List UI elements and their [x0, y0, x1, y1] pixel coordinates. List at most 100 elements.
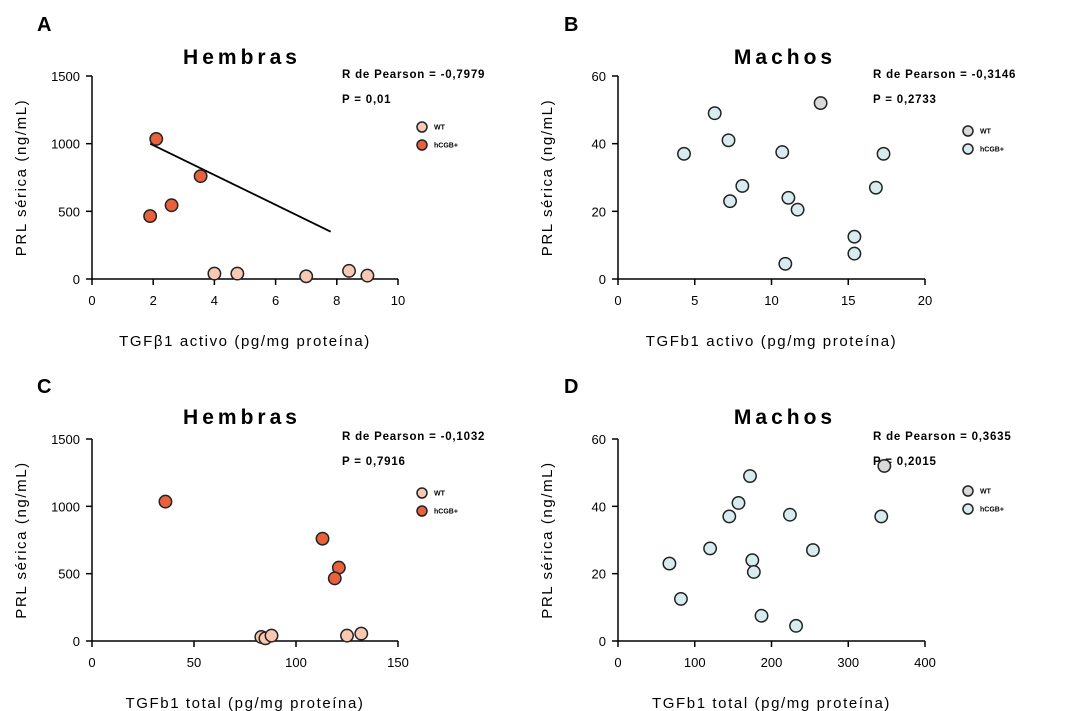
data-point-hcgb [193, 169, 208, 184]
legend-label: hCGB+ [980, 507, 1004, 514]
y-tick-label: 20 [592, 204, 606, 219]
data-point-hcgb [327, 571, 342, 586]
data-point-hcgb [721, 133, 736, 148]
y-tick-label: 60 [592, 69, 606, 84]
pearson-r-label: R de Pearson = -0,3146 [873, 69, 1016, 81]
data-point-hcgb [789, 618, 804, 633]
data-point-wt [340, 628, 354, 643]
x-tick-label: 0 [614, 655, 621, 670]
chart-title: Machos [734, 46, 836, 69]
x-tick-label: 4 [211, 293, 218, 308]
pearson-r-label: R de Pearson = 0,3635 [873, 431, 1012, 443]
x-tick-label: 400 [914, 655, 936, 670]
chart-title: Hembras [183, 46, 301, 69]
data-point-hcgb [782, 507, 797, 522]
x-tick-label: 0 [88, 293, 95, 308]
legend-marker [962, 143, 974, 155]
pearson-r-label: R de Pearson = -0,7979 [342, 69, 485, 81]
data-point-wt [877, 458, 892, 473]
data-point-wt [354, 626, 369, 641]
y-axis-label: PRL sérica (ng/mL) [539, 461, 556, 618]
data-point-hcgb [781, 190, 796, 205]
data-point-hcgb [158, 494, 173, 509]
legend-label: hCGB+ [980, 147, 1004, 154]
y-tick-label: 40 [592, 137, 606, 152]
panel-letter: B [564, 14, 578, 36]
data-point-wt [207, 266, 222, 281]
legend-marker [416, 487, 428, 499]
data-point-hcgb [673, 591, 688, 606]
y-tick-label: 0 [599, 634, 606, 649]
data-point-hcgb [868, 180, 883, 195]
x-tick-label: 10 [764, 293, 778, 308]
data-point-hcgb [722, 509, 737, 524]
data-point-hcgb [876, 146, 891, 161]
data-point-hcgb [754, 608, 769, 623]
x-axis-label: TGFb1 activo (pg/mg proteína) [646, 333, 898, 350]
panel-letter: A [37, 14, 51, 36]
y-tick-label: 1000 [51, 137, 80, 152]
data-point-hcgb [775, 145, 790, 160]
legend-label: WT [980, 129, 992, 136]
x-tick-label: 6 [272, 293, 279, 308]
pearson-r-label: R de Pearson = -0,1032 [342, 431, 485, 443]
data-point-hcgb [731, 496, 746, 510]
legend-label: WT [434, 125, 446, 132]
data-point-wt [342, 263, 356, 278]
data-point-hcgb [790, 202, 805, 217]
y-axis-label: PRL sérica (ng/mL) [13, 99, 30, 256]
legend-label: hCGB+ [434, 509, 458, 516]
y-tick-label: 1500 [51, 69, 80, 84]
data-point-hcgb [143, 209, 158, 224]
data-point-wt [230, 266, 245, 281]
legend-label: hCGB+ [434, 143, 458, 150]
p-value-label: P = 0,01 [342, 94, 391, 106]
data-point-hcgb [164, 198, 179, 213]
legend-marker [416, 121, 428, 133]
x-axis-label: TGFβ1 activo (pg/mg proteína) [119, 333, 371, 350]
x-tick-label: 100 [684, 655, 706, 670]
legend-marker [962, 503, 974, 515]
x-tick-label: 0 [614, 293, 621, 308]
y-axis-label: PRL sérica (ng/mL) [13, 461, 30, 618]
y-tick-label: 1000 [51, 499, 80, 514]
data-point-hcgb [805, 543, 820, 558]
legend-marker [416, 505, 428, 517]
legend-marker [962, 125, 974, 137]
data-point-hcgb [735, 179, 750, 193]
y-tick-label: 20 [592, 567, 606, 582]
x-tick-label: 50 [187, 655, 201, 670]
y-tick-label: 40 [592, 499, 606, 514]
panel-letter: D [564, 376, 578, 398]
p-value-label: P = 0,7916 [342, 456, 406, 468]
data-point-hcgb [745, 553, 760, 568]
x-tick-label: 300 [837, 655, 859, 670]
x-axis-label: TGFb1 total (pg/mg proteína) [125, 695, 364, 711]
regression-line [149, 142, 332, 233]
data-point-hcgb [677, 146, 691, 161]
data-point-hcgb [662, 556, 677, 571]
y-tick-label: 0 [73, 634, 80, 649]
data-point-hcgb [847, 246, 862, 261]
data-point-wt [299, 269, 314, 284]
chart-title: Machos [734, 406, 836, 429]
chart-title: Hembras [183, 406, 301, 429]
x-tick-label: 15 [841, 293, 855, 308]
y-tick-label: 60 [592, 432, 606, 447]
data-point-hcgb [746, 565, 761, 579]
data-point-hcgb [723, 194, 738, 209]
y-tick-label: 0 [599, 272, 606, 287]
legend-marker [416, 139, 428, 151]
panel-b: B Machos R de Pearson = -0,3146 P = 0,2733 0… [539, 14, 1016, 350]
panel-c: C Hembras R de Pearson = -0,1032 P = 0,7916… [13, 376, 485, 711]
legend-marker [962, 485, 974, 497]
panel-letter: C [37, 376, 51, 398]
y-tick-label: 1500 [51, 432, 80, 447]
data-point-hcgb [847, 229, 862, 244]
data-point-hcgb [315, 531, 330, 546]
x-axis-label: TGFb1 total (pg/mg proteína) [652, 695, 891, 711]
data-point-hcgb [149, 131, 164, 146]
x-tick-label: 2 [150, 293, 157, 308]
